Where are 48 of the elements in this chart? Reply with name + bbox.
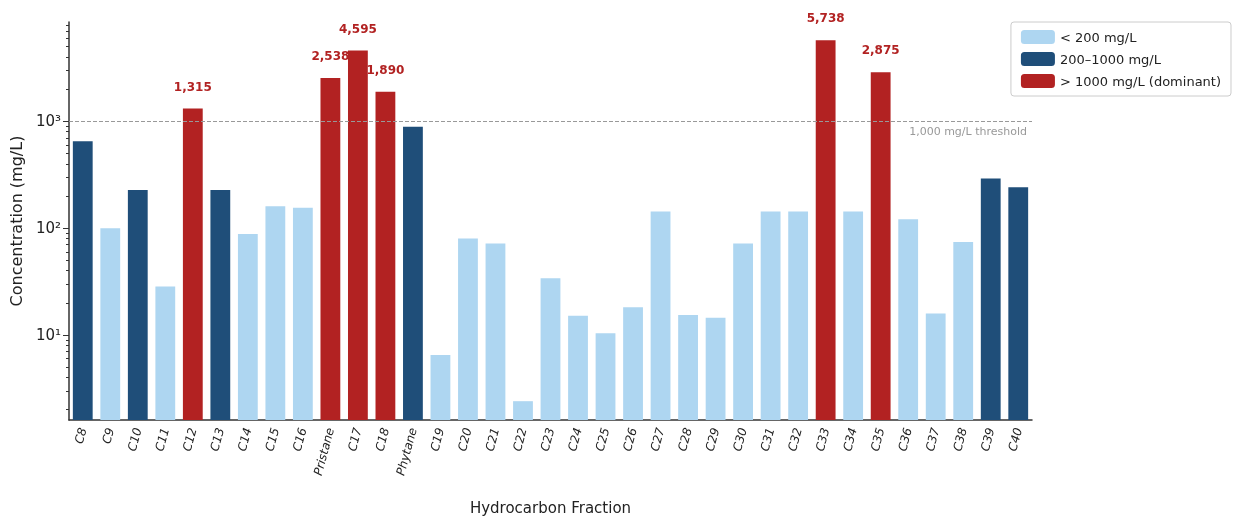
x-tick-label: C28 [675,425,695,453]
x-tick-label: C30 [730,425,750,453]
x-tick-label: C13 [207,426,228,453]
x-tick-label: C21 [482,426,503,453]
x-tick-label: C22 [510,426,530,453]
x-tick-label: C26 [620,425,640,453]
y-tick-label: 10² [35,219,61,238]
legend-label: < 200 mg/L [1059,29,1138,45]
x-tick-label: C17 [345,425,365,453]
x-tick-label: C35 [867,426,888,453]
x-tick-label: C36 [895,425,916,453]
x-tick-label: C33 [812,426,833,453]
x-axis-title: Hydrocarbon Fraction [469,498,632,517]
data-label: 5,738 [806,11,845,26]
data-label: 4,595 [338,21,377,36]
x-tick-label: C34 [840,426,860,453]
x-tick-label: C29 [702,426,723,453]
y-tick-label: 10³ [35,112,61,131]
x-tick-label: C32 [785,426,805,453]
x-tick-label: C20 [455,425,475,453]
data-label: 1,315 [173,79,212,94]
x-tick-label: C11 [152,426,173,453]
x-tick-label: C9 [99,426,118,446]
x-tick-label: C15 [262,426,283,453]
x-tick-label: C18 [372,425,393,453]
x-tick-label: C10 [124,425,145,453]
x-tick-label: C38 [950,425,971,453]
x-tick-label: C19 [427,426,448,453]
legend-label: 200–1000 mg/L [1059,51,1162,67]
ref-line-label: 1,000 mg/L threshold [909,125,1027,139]
data-label: 1,890 [366,62,405,77]
data-label: 2,875 [861,43,900,58]
x-tick-label: C40 [1005,425,1026,453]
x-tick-label: C16 [289,425,310,453]
x-tick-label: C8 [71,425,90,446]
x-tick-label: C31 [757,426,778,453]
x-tick-label: C39 [977,426,998,453]
x-tick-label: C14 [234,426,255,453]
legend-label: > 1000 mg/L (dominant) [1059,73,1221,89]
x-tick-label: C27 [647,425,668,453]
y-tick-label: 10¹ [35,325,61,344]
x-tick-label: C37 [922,425,943,453]
x-tick-label: C24 [565,426,585,453]
y-axis-title: Concentration (mg/L) [6,135,26,307]
x-tick-label: C25 [592,426,613,453]
x-tick-label: C23 [537,426,558,453]
data-label: 2,538 [311,49,350,64]
x-tick-label: C12 [179,426,200,453]
